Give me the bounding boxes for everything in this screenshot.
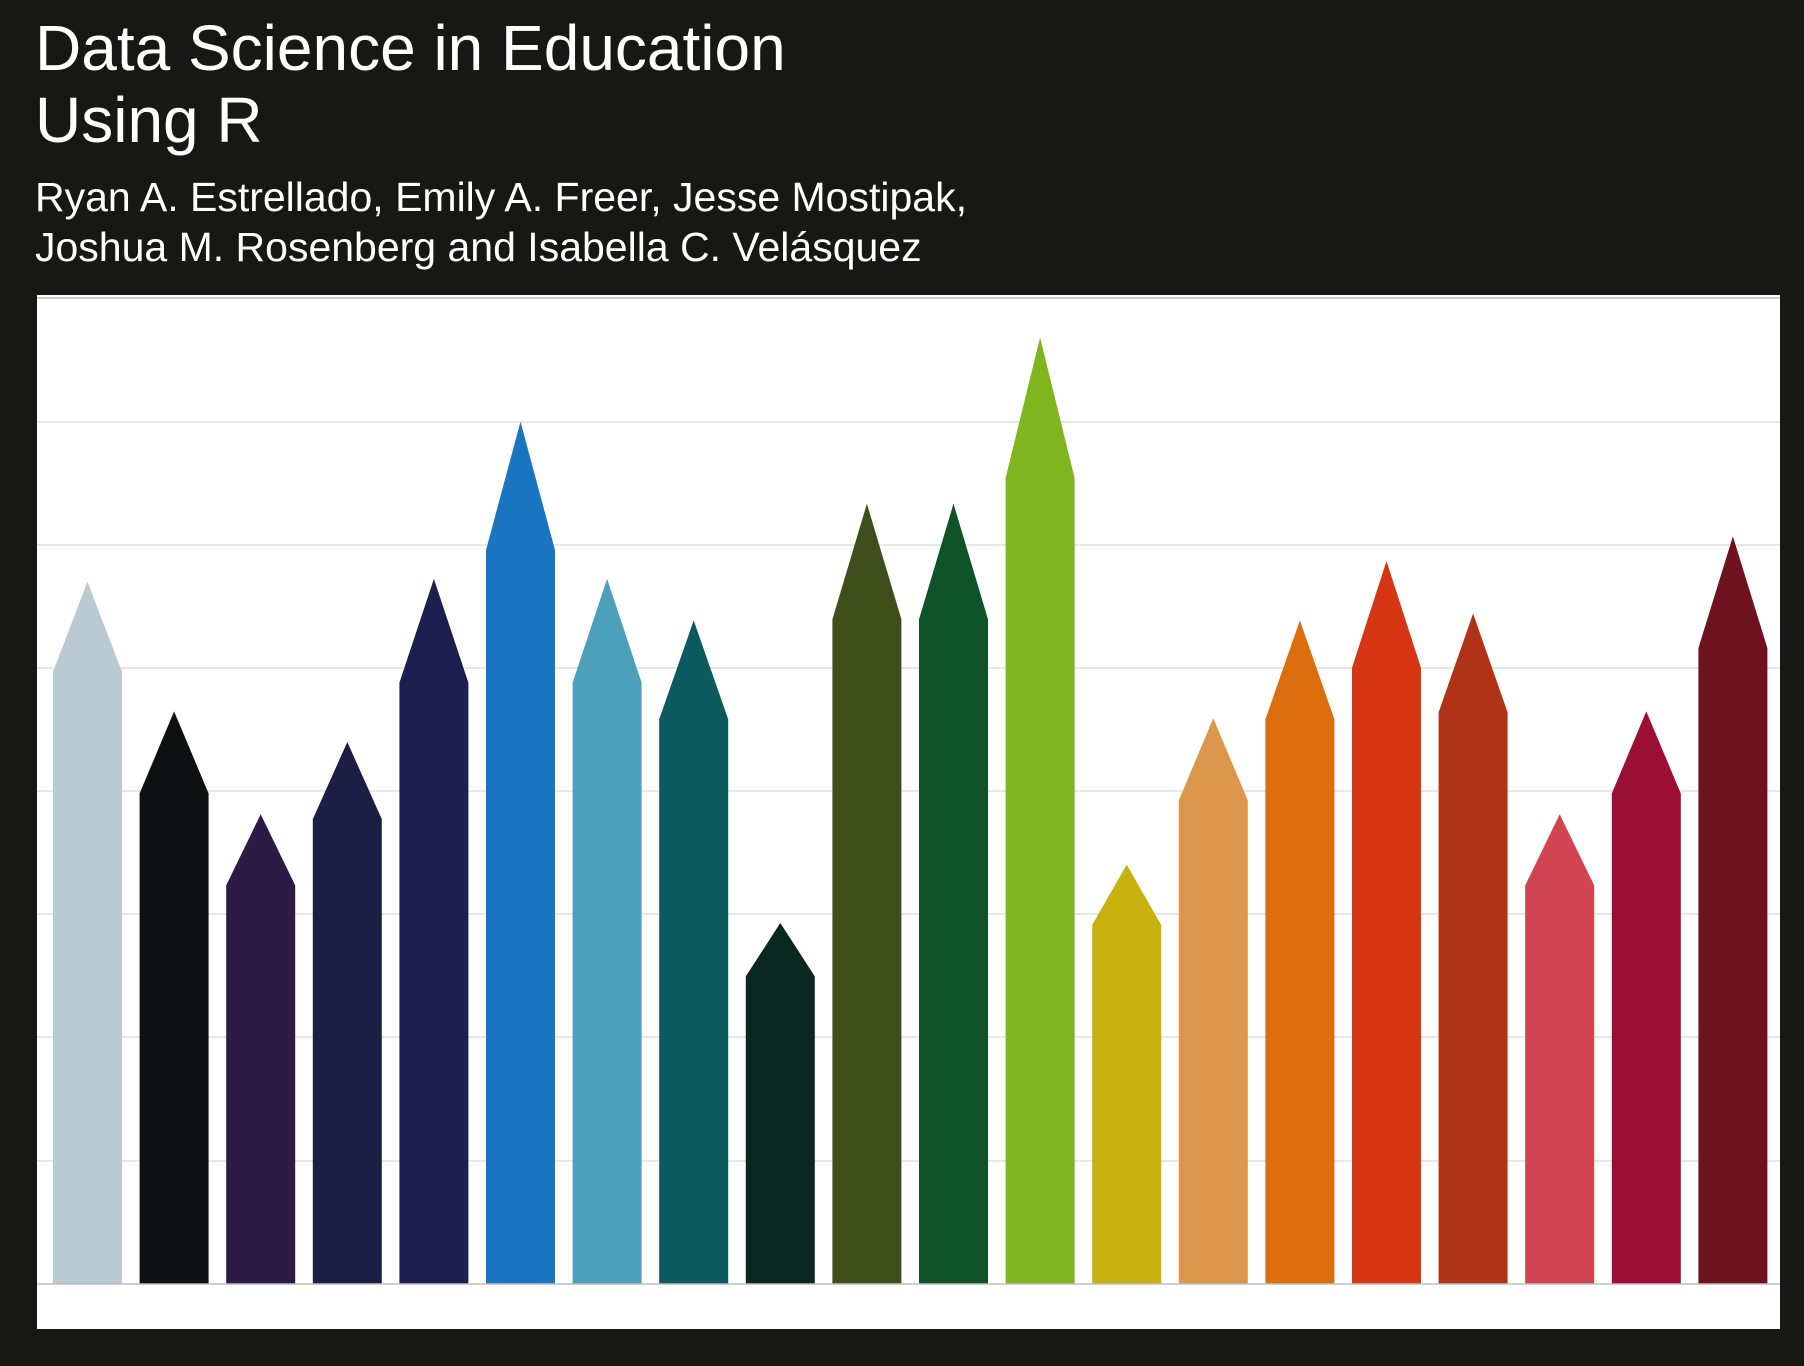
pencils <box>53 337 1768 1285</box>
book-title-line-2: Using R <box>35 84 263 156</box>
pencil-bar <box>745 923 815 1284</box>
pencil-bar <box>226 814 296 1284</box>
pencil-bar <box>312 742 382 1284</box>
cover-artwork <box>37 295 1780 1329</box>
pencil-bar <box>1092 864 1162 1284</box>
pencil-bar <box>1698 536 1768 1284</box>
pencil-bar <box>486 421 555 1284</box>
pencil-bar <box>1525 814 1595 1284</box>
book-authors-line-2: Joshua M. Rosenberg and Isabella C. Velá… <box>35 224 922 270</box>
pencil-bar <box>53 581 122 1284</box>
pencil-bar <box>139 711 209 1284</box>
pencil-bar <box>1265 620 1335 1284</box>
pencil-artwork-svg <box>37 297 1780 1285</box>
gridlines <box>37 297 1780 1162</box>
pencil-bar <box>659 620 729 1284</box>
book-title-line-1: Data Science in Education <box>35 12 786 84</box>
pencil-bar <box>832 503 902 1284</box>
pencil-bar <box>1178 718 1248 1284</box>
book-authors-line-1: Ryan A. Estrellado, Emily A. Freer, Jess… <box>35 174 967 220</box>
pencil-bar <box>919 503 988 1284</box>
pencil-bar <box>1611 711 1681 1284</box>
pencil-bar <box>1352 561 1421 1284</box>
pencil-bar <box>572 578 642 1284</box>
pencil-bar <box>1438 613 1508 1284</box>
pencil-bar <box>1005 337 1075 1285</box>
pencil-bar <box>399 578 469 1284</box>
